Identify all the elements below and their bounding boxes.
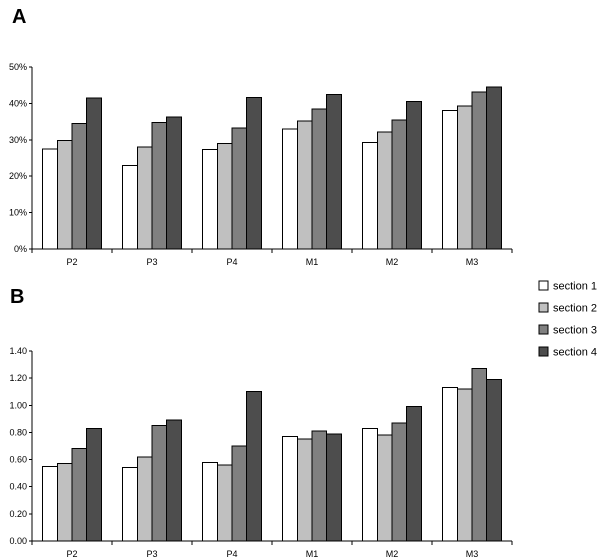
panel-b-y-tick-label: 0.00 <box>9 536 27 546</box>
panel-a-bar-p3-section-1 <box>122 164 138 250</box>
legend-item-section-4: section 4 <box>538 346 597 359</box>
panel-a-bars <box>42 86 502 250</box>
panel-b-bar-p2-section-4 <box>86 427 102 542</box>
legend-item-section-2: section 2 <box>538 302 597 315</box>
panel-a-bar-p4-section-4 <box>246 97 262 250</box>
panel-a-x-label-m1: M1 <box>306 257 319 267</box>
panel-b-bar-p4-section-4 <box>246 391 262 542</box>
chart-panel-a: A 0% 10% 20% 30% 40% 50% P2 P3 P4 M1 M2 M3 <box>9 6 513 267</box>
panel-b-bar-m2-section-1 <box>362 427 378 542</box>
panel-b-bar-p4-section-1 <box>202 461 218 542</box>
panel-b-bar-p4-section-2 <box>216 464 233 542</box>
panel-b-x-label-p2: P2 <box>66 549 77 559</box>
panel-a-x-label-m3: M3 <box>466 257 479 267</box>
panel-b-bar-m1-section-4 <box>326 433 342 542</box>
panel-b-bar-p3-section-1 <box>122 467 138 542</box>
legend-swatch-section-2 <box>538 302 549 313</box>
panel-b-bar-p2-section-3 <box>71 448 88 542</box>
legend: section 1 section 2 section 3 section 4 <box>538 280 597 359</box>
panel-a-bar-p4-section-2 <box>216 142 233 250</box>
legend-label-section-4: section 4 <box>553 347 597 359</box>
panel-b-y-tick-label: 1.40 <box>9 346 27 356</box>
panel-a-x-label-p3: P3 <box>146 257 157 267</box>
legend-label-section-2: section 2 <box>553 303 597 315</box>
panel-a-bar-m2-section-2 <box>376 131 393 250</box>
panel-a-bar-m3-section-1 <box>442 110 458 250</box>
panel-b-y-tick-label: 1.20 <box>9 373 27 383</box>
panel-a-y-tick-label: 50% <box>9 62 27 72</box>
panel-a-bar-p3-section-4 <box>166 116 182 250</box>
panel-a-y-tick-label: 40% <box>9 98 27 108</box>
legend-item-section-3: section 3 <box>538 324 597 337</box>
panel-a-bar-m3-section-2 <box>456 105 473 250</box>
panel-b-y-tick-label: 0.40 <box>9 482 27 492</box>
panel-b-bar-m3-section-4 <box>486 379 502 542</box>
panel-b-bar-m3-section-2 <box>456 388 473 542</box>
panel-b-bar-m1-section-2 <box>296 438 313 542</box>
panel-a-bar-p4-section-3 <box>231 127 248 250</box>
panel-b-x-label-m2: M2 <box>386 549 399 559</box>
panel-a-x-label-m2: M2 <box>386 257 399 267</box>
panel-b-bar-p2-section-1 <box>42 465 58 542</box>
panel-b-x-label-m1: M1 <box>306 549 319 559</box>
panel-b-y-tick-label: 0.20 <box>9 509 27 519</box>
panel-a-bar-p2-section-3 <box>71 122 88 250</box>
legend-swatch-section-3 <box>538 324 549 335</box>
panel-a-bar-m1-section-3 <box>311 108 328 250</box>
panel-b-bar-m1-section-3 <box>311 430 328 542</box>
panel-a-bar-m2-section-3 <box>391 119 408 250</box>
panel-b-bar-p3-section-4 <box>166 419 182 542</box>
panel-a-y-axis: 0% 10% 20% 30% 40% 50% <box>9 62 33 254</box>
panel-b-y-tick-label: 1.00 <box>9 400 27 410</box>
legend-item-section-1: section 1 <box>538 280 597 293</box>
legend-swatch-section-1 <box>538 280 549 291</box>
panel-a-bar-p3-section-2 <box>136 146 153 250</box>
panel-a-bar-p3-section-3 <box>151 121 168 250</box>
panel-b-x-label-p4: P4 <box>226 549 237 559</box>
panel-a-y-tick-label: 10% <box>9 208 27 218</box>
panel-b-bar-m1-section-1 <box>282 436 298 542</box>
panel-a-bar-p2-section-1 <box>42 148 58 250</box>
panel-b-bar-m3-section-1 <box>442 387 458 542</box>
panel-b-y-tick-label: 0.80 <box>9 427 27 437</box>
panel-b-y-tick-label: 0.60 <box>9 455 27 465</box>
panel-a-bar-m3-section-3 <box>471 91 488 250</box>
panel-a-bar-p2-section-4 <box>86 97 102 250</box>
panel-b-x-label-m3: M3 <box>466 549 479 559</box>
panel-b-bar-m2-section-2 <box>376 434 393 542</box>
panel-a-bar-m1-section-1 <box>282 128 298 250</box>
panel-b-label: B <box>10 286 24 308</box>
panel-b-bar-p3-section-2 <box>136 456 153 542</box>
legend-label-section-1: section 1 <box>553 281 597 293</box>
panel-b-bars <box>42 368 502 542</box>
legend-label-section-3: section 3 <box>553 325 597 337</box>
chart-panel-b: B 0.000.200.400.600.801.001.201.40 P2 P3 P… <box>9 286 513 559</box>
panel-a-y-tick-label: 30% <box>9 135 27 145</box>
panel-b-bar-m2-section-3 <box>391 422 408 542</box>
panel-b-bar-m2-section-4 <box>406 406 422 542</box>
panel-a-bar-m2-section-1 <box>362 141 378 250</box>
panel-b-bar-p2-section-2 <box>56 463 73 542</box>
panel-b-bar-p3-section-3 <box>151 425 168 542</box>
panel-b-bar-m3-section-3 <box>471 368 488 542</box>
panel-a-bar-p2-section-2 <box>56 140 73 250</box>
panel-b-bar-p4-section-3 <box>231 445 248 542</box>
panel-a-x-label-p2: P2 <box>66 257 77 267</box>
panel-a-bar-m2-section-4 <box>406 101 422 250</box>
panel-b-x-label-p3: P3 <box>146 549 157 559</box>
panel-a-y-tick-label: 20% <box>9 171 27 181</box>
panel-a-bar-m3-section-4 <box>486 86 502 250</box>
panel-a-y-tick-label: 0% <box>14 244 27 254</box>
panel-b-x-axis: P2 P3 P4 M1 M2 M3 <box>31 540 513 559</box>
panel-a-bar-m1-section-2 <box>296 120 313 250</box>
panel-b-y-axis: 0.00 0.20 0.40 0.60 0.80 1.00 1.20 1.40 <box>9 346 33 546</box>
panel-a-x-label-p4: P4 <box>226 257 237 267</box>
panel-a-x-axis: P2 P3 P4 M1 M2 M3 <box>31 248 513 267</box>
legend-swatch-section-4 <box>538 346 549 357</box>
panel-a-bar-m1-section-4 <box>326 94 342 250</box>
panel-a-label: A <box>12 6 26 28</box>
panel-a-bar-p4-section-1 <box>202 149 218 250</box>
